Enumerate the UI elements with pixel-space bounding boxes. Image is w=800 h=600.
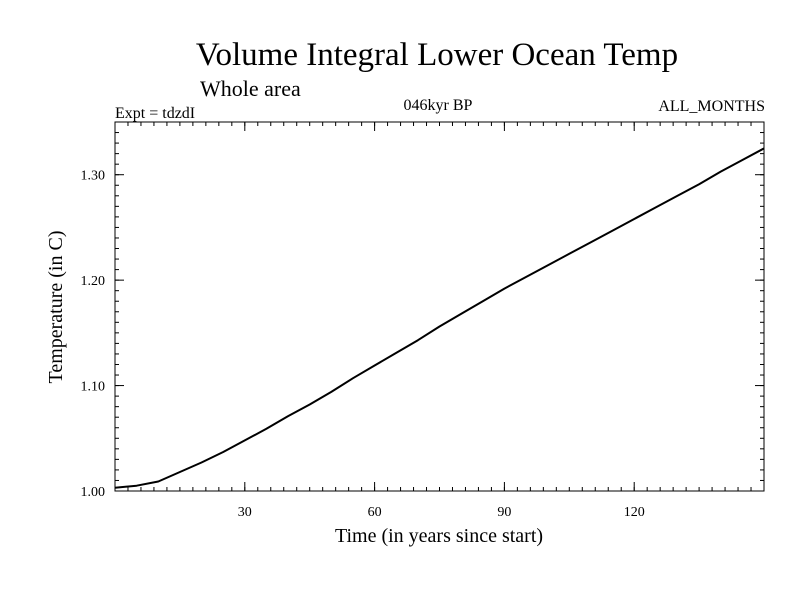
months-label: ALL_MONTHS [658,98,765,115]
y-axis-label: Temperature (in C) [45,231,67,384]
chart-title: Volume Integral Lower Ocean Temp [196,37,678,73]
plot-frame [114,121,765,492]
tick-marks [115,122,764,492]
y-tick-label: 1.20 [81,274,106,289]
chart-subtitle: Whole area [200,76,301,101]
experiment-label: Expt = tdzdI [115,105,195,122]
y-tick-label: 1.30 [81,169,106,184]
period-label: 046kyr BP [404,97,473,114]
y-tick-label: 1.00 [81,485,106,500]
x-tick-label: 30 [238,505,252,520]
temperature-line [114,147,765,489]
x-axis-label: Time (in years since start) [335,525,543,547]
x-tick-label: 90 [497,505,511,520]
x-tick-label: 120 [624,505,645,520]
x-tick-labels: 30 60 90 120 [238,505,645,520]
x-tick-label: 60 [368,505,382,520]
y-tick-label: 1.10 [81,380,106,395]
y-tick-labels: 1.00 1.10 1.20 1.30 [81,169,106,500]
